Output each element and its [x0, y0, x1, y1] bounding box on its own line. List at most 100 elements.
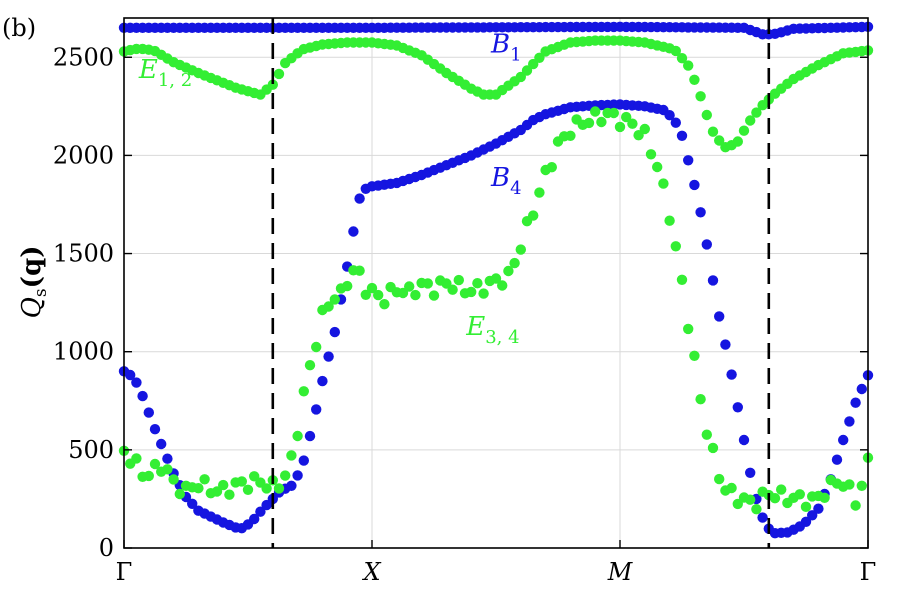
data-point	[466, 286, 477, 298]
data-point	[689, 179, 700, 191]
data-point	[583, 117, 595, 129]
panel-label: (b)	[2, 14, 36, 42]
y-axis-ticks: 0 500 1000 1500 2000 2500	[53, 43, 868, 562]
data-point	[664, 110, 675, 121]
band-label: B4	[490, 163, 522, 199]
data-point	[273, 68, 285, 80]
data-point	[813, 503, 824, 514]
data-point	[267, 79, 278, 90]
data-point	[695, 394, 706, 405]
data-point	[850, 397, 861, 408]
data-point	[298, 386, 309, 397]
data-point	[757, 512, 768, 523]
data-point	[286, 450, 297, 461]
data-point	[751, 107, 762, 118]
data-point	[621, 111, 632, 123]
data-point	[261, 483, 272, 494]
data-point	[162, 453, 173, 464]
data-point	[236, 476, 247, 487]
data-point	[639, 123, 650, 135]
data-point	[149, 424, 161, 435]
data-point	[683, 60, 694, 71]
high-symmetry-lines	[271, 18, 771, 548]
data-point	[224, 489, 235, 500]
data-point	[404, 281, 415, 292]
data-point	[714, 311, 725, 322]
data-point	[323, 301, 334, 312]
x-tick-label: Γ	[860, 558, 877, 586]
data-point	[608, 107, 619, 119]
data-point	[292, 430, 303, 442]
data-point	[453, 274, 464, 286]
data-point	[707, 126, 719, 137]
data-point	[162, 464, 173, 475]
data-point	[273, 483, 285, 494]
data-point	[211, 486, 223, 497]
data-point	[670, 117, 681, 128]
series-1	[118, 35, 874, 153]
data-point	[838, 434, 849, 446]
data-point	[807, 510, 818, 521]
data-point	[193, 483, 204, 494]
data-point	[478, 288, 489, 299]
data-point	[676, 274, 688, 285]
data-point	[856, 383, 867, 395]
data-point	[596, 116, 607, 128]
y-tick-label: 1000	[53, 338, 114, 366]
data-point	[800, 516, 812, 527]
y-tick-label: 1500	[53, 240, 114, 268]
data-point	[143, 470, 154, 482]
data-point	[707, 275, 719, 286]
data-point	[199, 474, 210, 485]
data-point	[565, 130, 576, 141]
data-point	[304, 430, 316, 442]
data-point	[292, 470, 303, 481]
data-point	[689, 74, 700, 86]
data-point	[732, 402, 743, 413]
y-tick-label: 500	[68, 436, 114, 464]
data-point	[844, 479, 855, 490]
data-point	[373, 289, 384, 301]
data-point	[397, 287, 409, 299]
data-point	[447, 284, 458, 295]
data-point	[410, 289, 421, 301]
data-point	[280, 470, 291, 481]
data-points	[118, 21, 874, 539]
data-point	[131, 377, 142, 388]
data-point	[168, 474, 179, 485]
data-point	[534, 52, 545, 63]
data-point	[726, 482, 737, 494]
data-point	[242, 484, 254, 495]
band-label: E3, 4	[465, 312, 519, 348]
data-point	[664, 215, 675, 226]
data-point	[794, 489, 805, 500]
data-point	[745, 115, 756, 126]
data-point	[304, 360, 316, 371]
data-point	[658, 178, 669, 189]
data-point	[515, 244, 526, 255]
x-tick-label: X	[361, 558, 381, 586]
y-tick-label: 2500	[53, 43, 114, 71]
data-point	[360, 289, 371, 300]
data-point	[800, 501, 812, 512]
data-point	[354, 193, 365, 204]
data-point	[317, 375, 328, 387]
x-tick-label: Γ	[116, 558, 133, 586]
data-point	[497, 280, 508, 291]
data-point	[652, 161, 663, 173]
data-point	[831, 454, 843, 465]
data-point	[701, 429, 712, 440]
data-point	[844, 416, 855, 427]
data-point	[732, 498, 743, 510]
data-point	[503, 265, 514, 277]
band-label: E1, 2	[138, 55, 192, 91]
data-point	[311, 404, 322, 415]
y-axis-label-arg: (q)	[17, 246, 47, 289]
data-point	[342, 280, 353, 292]
data-point	[738, 434, 750, 446]
data-point	[472, 278, 483, 289]
data-point	[521, 65, 533, 76]
series-3	[118, 106, 874, 515]
